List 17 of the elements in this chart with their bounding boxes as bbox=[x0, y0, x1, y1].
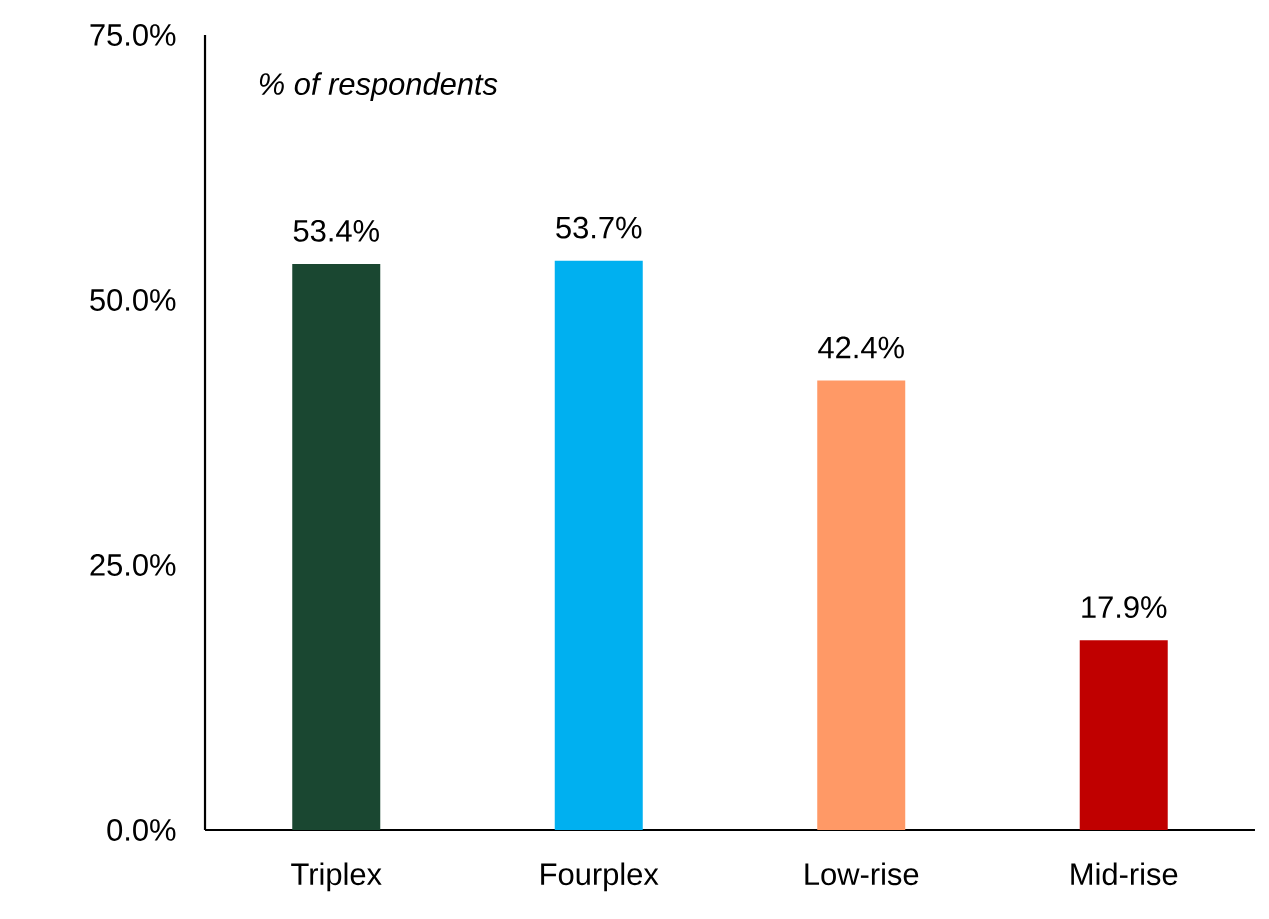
y-tick-label: 75.0% bbox=[90, 24, 176, 46]
annotation: % of respondents bbox=[259, 72, 498, 102]
bar bbox=[554, 260, 643, 830]
y-tick-label: 25.0% bbox=[90, 554, 176, 576]
data-label: 53.7% bbox=[556, 216, 642, 239]
x-tick-label: Triplex bbox=[291, 862, 382, 892]
bar bbox=[292, 263, 381, 830]
data-label: 42.4% bbox=[818, 336, 904, 359]
data-label: 53.4% bbox=[293, 219, 379, 242]
x-tick-label: Low-rise bbox=[805, 862, 919, 886]
y-tick-label: 50.0% bbox=[90, 289, 176, 311]
bar bbox=[817, 380, 906, 830]
data-label: 17.9% bbox=[1082, 596, 1167, 619]
bar bbox=[1079, 640, 1168, 830]
y-tick-label: 0.0% bbox=[107, 819, 176, 841]
x-tick-label: Mid-rise bbox=[1071, 862, 1178, 886]
x-tick-label: Fourplex bbox=[541, 862, 659, 892]
